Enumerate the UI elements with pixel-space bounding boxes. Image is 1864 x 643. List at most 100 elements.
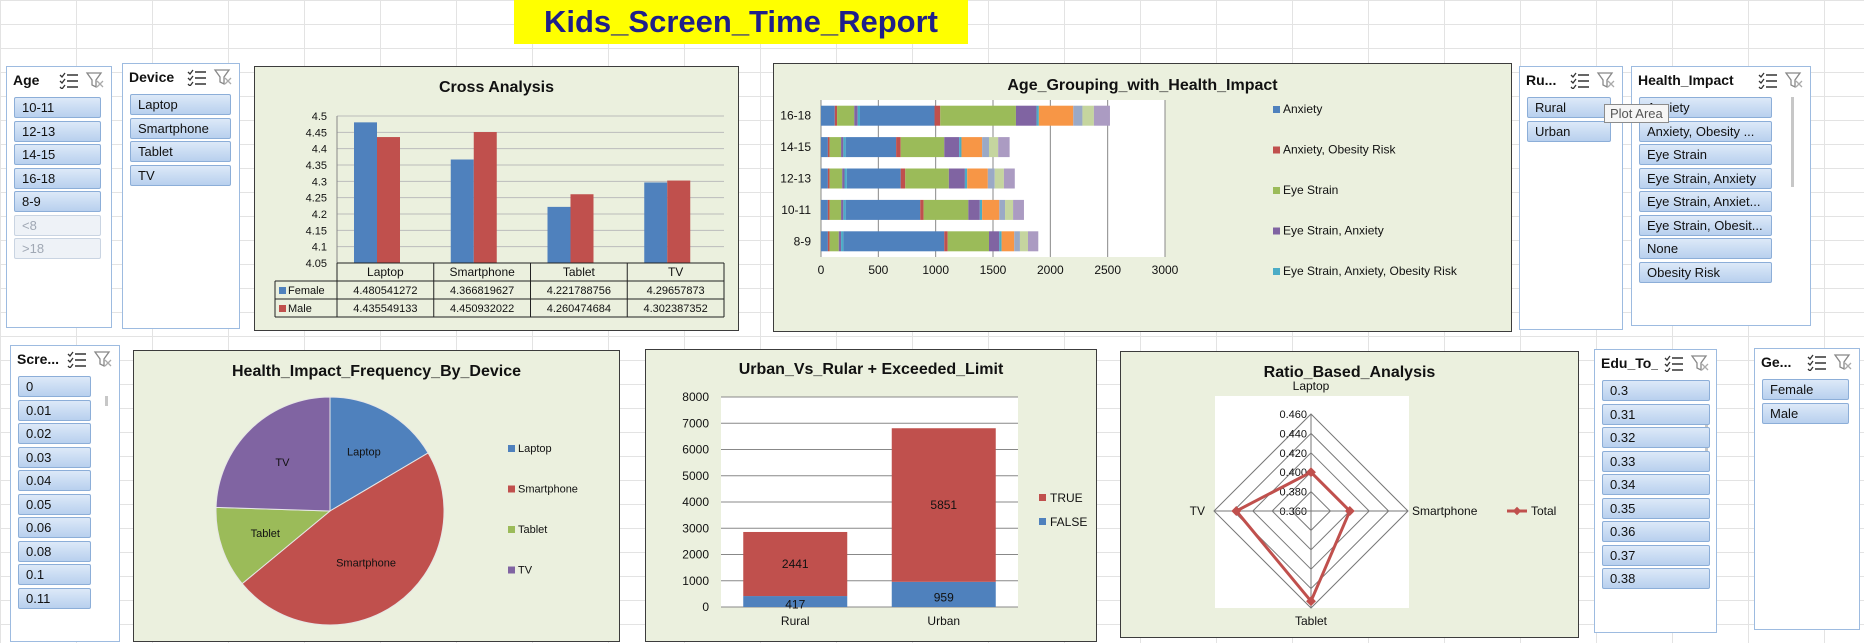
x-tick-label: 500 <box>868 263 888 277</box>
slicer-item[interactable]: 0.38 <box>1602 568 1710 589</box>
slicer-item[interactable]: 12-13 <box>14 120 101 142</box>
slicer-item[interactable]: Anxiety, Obesity ... <box>1639 120 1772 142</box>
slicer-item[interactable]: Smartphone <box>130 117 231 139</box>
slicer-item[interactable]: Eye Strain, Obesit... <box>1639 214 1772 236</box>
bar-segment <box>959 137 962 158</box>
slicer-item[interactable]: 8-9 <box>14 191 101 212</box>
chart-ratio-based-analysis[interactable]: Ratio_Based_Analysis 0.460 0.440 0.420 0.40… <box>1120 351 1579 638</box>
bar-segment <box>964 168 968 189</box>
slicer-item[interactable]: 16-18 <box>14 167 101 189</box>
slicer-item[interactable]: >18 <box>14 238 101 259</box>
slicer-item[interactable]: 0.04 <box>18 470 91 491</box>
slicer-item[interactable]: Rural <box>1527 97 1611 118</box>
y-tick-label: 8000 <box>682 390 709 404</box>
legend-key <box>508 445 515 452</box>
scrollbar[interactable] <box>1791 97 1794 187</box>
slicer-age[interactable]: Age 10-11 12-13 14-15 16-18 8-9 <8 >18 <box>6 66 112 328</box>
slicer-item[interactable]: Eye Strain, Anxiet... <box>1639 191 1772 212</box>
scrollbar[interactable] <box>105 396 108 406</box>
bar-segment <box>944 231 948 252</box>
slicer-item[interactable]: 0.03 <box>18 446 91 468</box>
clear-filter-icon[interactable] <box>1596 71 1616 89</box>
slicer-item[interactable]: 14-15 <box>14 144 101 165</box>
slicer-item[interactable]: 0.32 <box>1602 427 1710 448</box>
multi-select-icon[interactable] <box>1570 71 1590 89</box>
y-tick-label: 2000 <box>682 548 709 562</box>
multi-select-icon[interactable] <box>67 350 87 368</box>
slicer-item[interactable]: Laptop <box>130 94 231 115</box>
bar-segment <box>948 168 965 189</box>
slicer-item[interactable]: Tablet <box>130 141 231 162</box>
bar-segment <box>900 137 945 158</box>
multi-select-icon[interactable] <box>1664 354 1684 372</box>
slicer-item[interactable]: <8 <box>14 214 101 236</box>
legend-label: Total <box>1531 504 1556 518</box>
y-tick-label: 4.2 <box>312 209 327 221</box>
slicer-item[interactable]: 0.3 <box>1602 380 1710 401</box>
data-label: 4.260474684 <box>547 303 611 315</box>
slicer-item[interactable]: Male <box>1762 402 1849 424</box>
bar-segment <box>905 168 949 189</box>
slicer-item[interactable]: Eye Strain, Anxiety <box>1639 167 1772 189</box>
x-tick-label: Urban <box>927 614 960 628</box>
slicer-item[interactable]: Female <box>1762 379 1849 400</box>
bar-segment <box>859 105 935 126</box>
chart-age-grouping[interactable]: Age_Grouping_with_Health_Impact 0 500 1000… <box>773 63 1512 332</box>
bar-segment <box>896 137 901 158</box>
slicer-item[interactable]: 0.31 <box>1602 403 1710 425</box>
slicer-item[interactable]: 0.37 <box>1602 544 1710 566</box>
chart-cross-analysis[interactable]: Cross Analysis 4.5 4.45 4.4 4.35 4.3 4.25 4.2 4… <box>254 66 739 331</box>
slicer-item[interactable]: 0.1 <box>18 564 91 585</box>
clear-filter-icon[interactable] <box>85 71 105 89</box>
slicer-item[interactable]: 0.33 <box>1602 450 1710 472</box>
chart-health-impact-by-device[interactable]: Health_Impact_Frequency_By_Device Laptop… <box>133 350 620 642</box>
y-tick-label: 4.25 <box>306 193 327 205</box>
clear-filter-icon[interactable] <box>1833 353 1853 371</box>
bar-female <box>354 122 377 263</box>
bar-segment <box>834 105 838 126</box>
slicer-item[interactable]: Eye Strain <box>1639 144 1772 165</box>
clear-filter-icon[interactable] <box>93 350 113 368</box>
data-label: Tablet <box>251 528 280 540</box>
clear-filter-icon[interactable] <box>1784 71 1804 89</box>
pie-slice <box>329 396 429 512</box>
multi-select-icon[interactable] <box>1758 71 1778 89</box>
bar-segment <box>944 137 960 158</box>
slicer-item[interactable]: 0.05 <box>18 493 91 515</box>
data-label: Laptop <box>347 447 381 459</box>
legend-key <box>1273 146 1280 154</box>
bar-segment <box>1003 168 1015 189</box>
slicer-item[interactable]: 0.11 <box>18 587 91 609</box>
bar-true <box>743 531 848 597</box>
bar-segment <box>920 199 924 220</box>
slicer-item[interactable]: 0.36 <box>1602 521 1710 542</box>
chart-urban-vs-rural[interactable]: Urban_Vs_Rular + Exceeded_Limit 8000 7000… <box>645 349 1097 642</box>
clear-filter-icon[interactable] <box>1690 354 1710 372</box>
category-label: TV <box>1190 504 1205 518</box>
slicer-item[interactable]: 0.02 <box>18 423 91 444</box>
slicer-screen-time[interactable]: Scre... 0 0.01 0.02 0.03 0.04 0.05 0.06 0.08 0.1… <box>10 345 120 642</box>
clear-filter-icon[interactable] <box>213 68 233 86</box>
slicer-item[interactable]: 0.08 <box>18 540 91 562</box>
slicer-item[interactable]: 0 <box>18 376 91 397</box>
multi-select-icon[interactable] <box>59 71 79 89</box>
x-tick-label: Rural <box>781 614 810 628</box>
slicer-item[interactable]: 0.01 <box>18 399 91 421</box>
slicer-item[interactable]: 10-11 <box>14 97 101 118</box>
slicer-item[interactable]: 0.35 <box>1602 497 1710 519</box>
category-label: Tablet <box>1295 614 1328 628</box>
slicer-item[interactable]: 0.34 <box>1602 474 1710 495</box>
data-label: 4.302387352 <box>644 303 708 315</box>
slicer-edu-ratio[interactable]: Edu_To_Re... 0.30.310.320.330.340.350.36… <box>1594 349 1717 633</box>
slicer-item[interactable]: 0.06 <box>18 517 91 538</box>
slicer-gender[interactable]: Ge... Female Male <box>1754 348 1860 630</box>
slicer-item[interactable]: TV <box>130 164 231 186</box>
slicer-item[interactable]: Urban <box>1527 120 1611 142</box>
multi-select-icon[interactable] <box>1807 353 1827 371</box>
multi-select-icon[interactable] <box>187 68 207 86</box>
slicer-item[interactable]: Obesity Risk <box>1639 261 1772 283</box>
legend-key <box>508 485 515 493</box>
slicer-item[interactable]: None <box>1639 238 1772 259</box>
category-label: Laptop <box>1293 379 1330 393</box>
slicer-device[interactable]: Device Laptop Smartphone Tablet TV <box>122 63 240 329</box>
